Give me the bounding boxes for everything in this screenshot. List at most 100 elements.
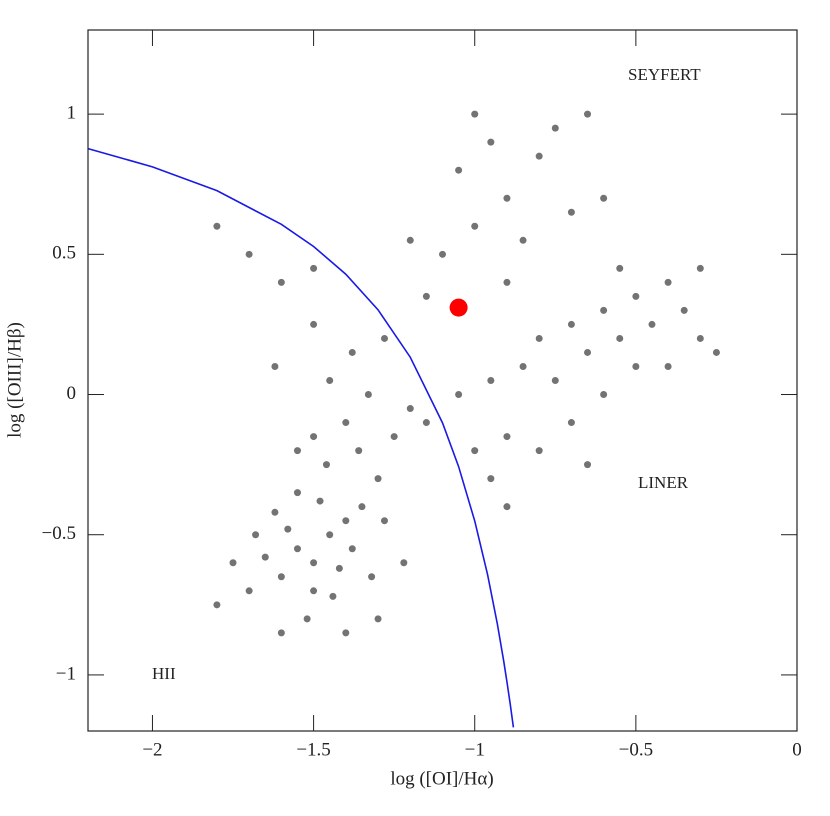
scatter-point <box>487 475 495 483</box>
scatter-point <box>632 362 640 370</box>
scatter-point <box>358 503 366 511</box>
scatter-point <box>600 306 608 314</box>
scatter-point <box>326 377 334 384</box>
y-tick-label: −0.5 <box>42 523 76 544</box>
scatter-point <box>455 166 463 174</box>
x-tick-label: −2 <box>142 739 162 760</box>
scatter-point <box>342 419 350 427</box>
y-tick-label: 0.5 <box>52 243 76 264</box>
scatter-point <box>567 208 575 216</box>
scatter-point <box>664 278 672 286</box>
scatter-point <box>374 615 382 623</box>
scatter-point <box>616 264 624 272</box>
scatter-point <box>712 348 720 356</box>
scatter-point <box>271 508 279 516</box>
scatter-point <box>277 573 285 581</box>
x-tick-label: −1.5 <box>296 739 330 760</box>
scatter-point <box>519 362 527 370</box>
scatter-point <box>355 447 363 455</box>
scatter-point <box>310 320 318 328</box>
scatter-point <box>503 194 511 202</box>
scatter-point <box>503 503 511 511</box>
scatter-point <box>406 405 414 413</box>
boundary-curve <box>87 147 515 728</box>
scatter-point <box>342 629 350 637</box>
scatter-point <box>380 517 388 525</box>
scatter-point <box>284 525 292 533</box>
scatter-point <box>390 433 398 441</box>
scatter-point <box>213 222 221 230</box>
scatter-point <box>380 334 388 342</box>
x-tick-label: −0.5 <box>619 739 653 760</box>
annotation: HII <box>152 664 176 683</box>
scatter-point <box>455 391 463 399</box>
x-axis-label: log ([OI]/Hα) <box>390 768 493 789</box>
scatter-point <box>348 348 356 356</box>
annotation: SEYFERT <box>628 65 701 84</box>
scatter-point <box>252 531 260 539</box>
scatter-point <box>535 152 543 160</box>
scatter-point <box>519 236 527 244</box>
scatter-point <box>584 348 592 356</box>
scatter-point <box>303 615 311 623</box>
scatter-point <box>271 362 279 370</box>
scatter-point <box>471 110 479 118</box>
scatter-point <box>535 447 543 455</box>
scatter-point <box>261 553 269 561</box>
scatter-point <box>471 447 479 455</box>
scatter-point <box>696 334 704 342</box>
scatter-point <box>277 629 285 637</box>
scatter-point <box>245 250 253 258</box>
scatter-point <box>487 138 495 146</box>
y-axis-label: log ([OIII]/Hβ) <box>4 322 25 438</box>
scatter-point <box>664 362 672 370</box>
scatter-point <box>213 601 221 609</box>
scatter-point <box>567 419 575 427</box>
scatter-point <box>293 489 301 497</box>
scatter-point <box>310 587 318 595</box>
scatter-point <box>310 433 318 441</box>
scatter-point <box>310 559 318 567</box>
scatter-point <box>277 278 285 286</box>
scatter-point <box>567 320 575 328</box>
scatter-point <box>326 531 334 539</box>
scatter-point <box>648 320 656 328</box>
scatter-point <box>342 517 350 525</box>
scatter-point <box>471 222 479 230</box>
plot-frame <box>87 29 798 732</box>
scatter-point <box>335 564 343 572</box>
scatter-point <box>503 433 511 441</box>
scatter-point <box>422 419 430 427</box>
y-tick-label: 1 <box>67 102 77 123</box>
scatter-point <box>400 559 408 567</box>
scatter-point <box>696 264 704 272</box>
scatter-point <box>293 545 301 553</box>
scatter-point <box>316 497 324 505</box>
scatter-point <box>551 377 559 384</box>
scatter-point <box>293 447 301 455</box>
scatter-point <box>487 377 495 384</box>
scatter-point <box>680 306 688 314</box>
highlight-point <box>449 298 468 317</box>
scatter-point <box>329 592 337 600</box>
scatter-point <box>616 334 624 342</box>
annotation: LINER <box>638 473 689 492</box>
scatter-point <box>632 292 640 300</box>
scatter-point <box>600 194 608 202</box>
scatter-point <box>229 559 237 567</box>
scatter-point <box>322 461 330 469</box>
scatter-point <box>374 475 382 483</box>
scatter-point <box>503 278 511 286</box>
x-tick-label: −1 <box>465 739 485 760</box>
scatter-point <box>310 264 318 272</box>
scatter-point <box>600 391 608 399</box>
scatter-point <box>535 334 543 342</box>
scatter-point <box>406 236 414 244</box>
scatter-point <box>368 573 376 581</box>
x-tick-label: 0 <box>792 739 802 760</box>
y-tick-label: 0 <box>67 383 77 404</box>
scatter-point <box>364 391 372 399</box>
scatter-point <box>584 110 592 118</box>
scatter-point <box>422 292 430 300</box>
y-tick-label: −1 <box>56 663 76 684</box>
